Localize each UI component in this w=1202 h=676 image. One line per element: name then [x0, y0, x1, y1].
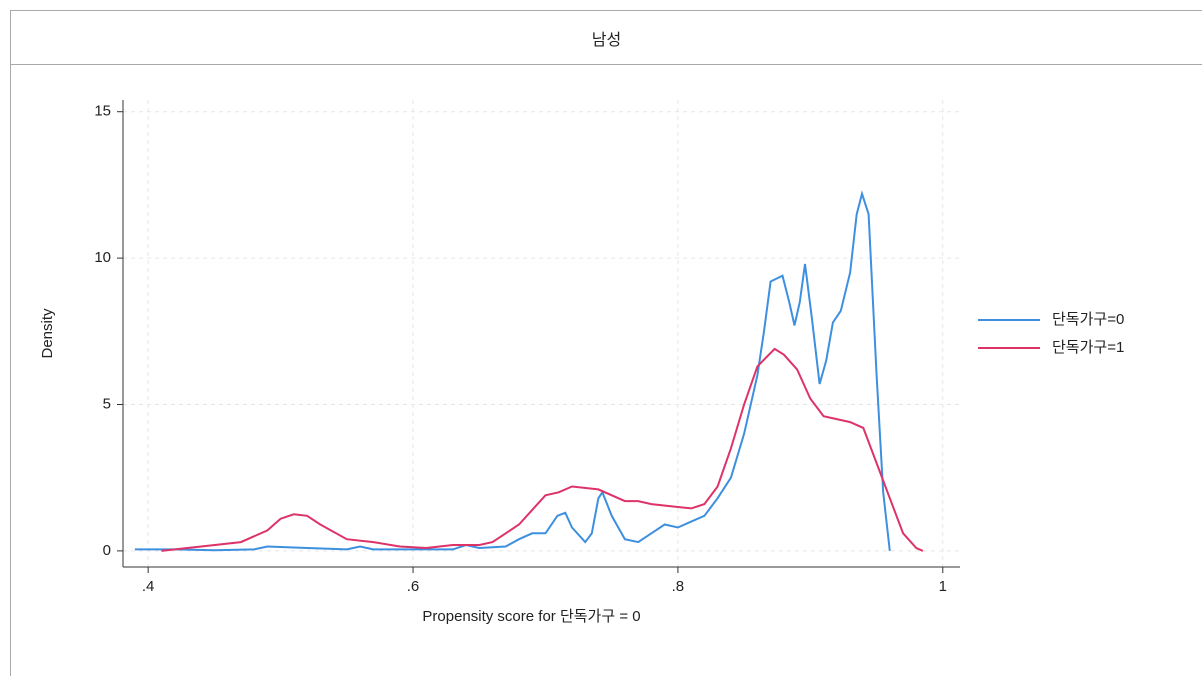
legend-label: 단독가구=1: [1052, 339, 1124, 356]
chart-title: 남성: [591, 31, 622, 49]
density-line: [134, 190, 891, 552]
x-tick-label: .6: [407, 578, 420, 595]
x-tick-label: .8: [672, 578, 685, 595]
y-tick-label: 10: [94, 249, 111, 266]
x-axis-label: Propensity score for 단독가구 = 0: [422, 608, 640, 625]
density-line: [161, 347, 924, 552]
cell-frame: 남성: [10, 10, 1202, 676]
x-tick-label: 1: [939, 578, 947, 595]
y-tick-label: 5: [103, 395, 111, 412]
x-tick-label: .4: [142, 578, 155, 595]
y-axis-label: Density: [39, 308, 56, 359]
y-tick-label: 15: [94, 103, 111, 120]
y-tick-label: 0: [103, 542, 111, 559]
legend-label: 단독가구=0: [1052, 311, 1124, 328]
header-cell: 남성: [11, 11, 1202, 65]
